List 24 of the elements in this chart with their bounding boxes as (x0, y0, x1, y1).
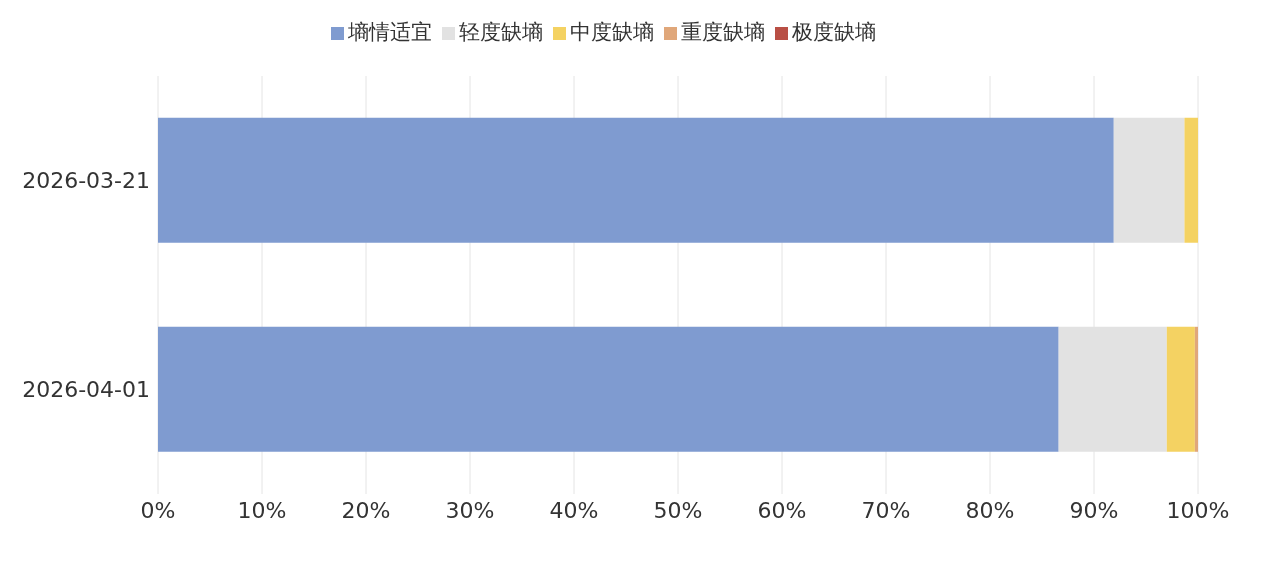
legend-label: 重度缺墒 (680, 20, 765, 44)
legend-label: 墒情适宜 (347, 20, 432, 44)
x-tick-label: 90% (1069, 497, 1119, 523)
x-tick-label: 20% (341, 497, 391, 523)
x-tick-label: 100% (1166, 497, 1230, 523)
x-tick-label: 50% (653, 497, 703, 523)
x-tick-label: 80% (965, 497, 1015, 523)
y-tick-label: 2026-03-21 (22, 168, 150, 194)
legend-label: 中度缺墒 (569, 20, 654, 44)
y-tick-label: 2026-04-01 (22, 377, 150, 403)
bar (1184, 117, 1198, 243)
bar (158, 117, 1114, 243)
bar (1113, 117, 1185, 243)
x-tick-label: 60% (757, 497, 807, 523)
legend-label: 极度缺墒 (791, 20, 876, 44)
x-tick-label: 0% (140, 497, 176, 523)
x-tick-label: 70% (861, 497, 911, 523)
bar (1194, 326, 1198, 452)
bar (1166, 326, 1195, 452)
legend-label: 轻度缺墒 (458, 20, 543, 44)
x-tick-label: 40% (549, 497, 599, 523)
x-tick-label: 10% (237, 497, 287, 523)
x-tick-label: 30% (445, 497, 495, 523)
bar (158, 326, 1059, 452)
